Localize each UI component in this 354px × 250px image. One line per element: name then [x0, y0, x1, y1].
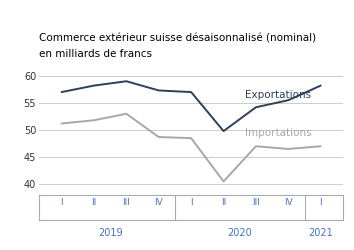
Text: Importations: Importations [245, 128, 311, 138]
Text: Exportations: Exportations [245, 90, 311, 100]
Text: 2021: 2021 [308, 228, 333, 238]
Text: 2019: 2019 [98, 228, 122, 238]
Text: 2020: 2020 [227, 228, 252, 238]
Text: Commerce extérieur suisse désaisonnalisé (nominal)
en milliards de francs: Commerce extérieur suisse désaisonnalisé… [39, 34, 316, 59]
